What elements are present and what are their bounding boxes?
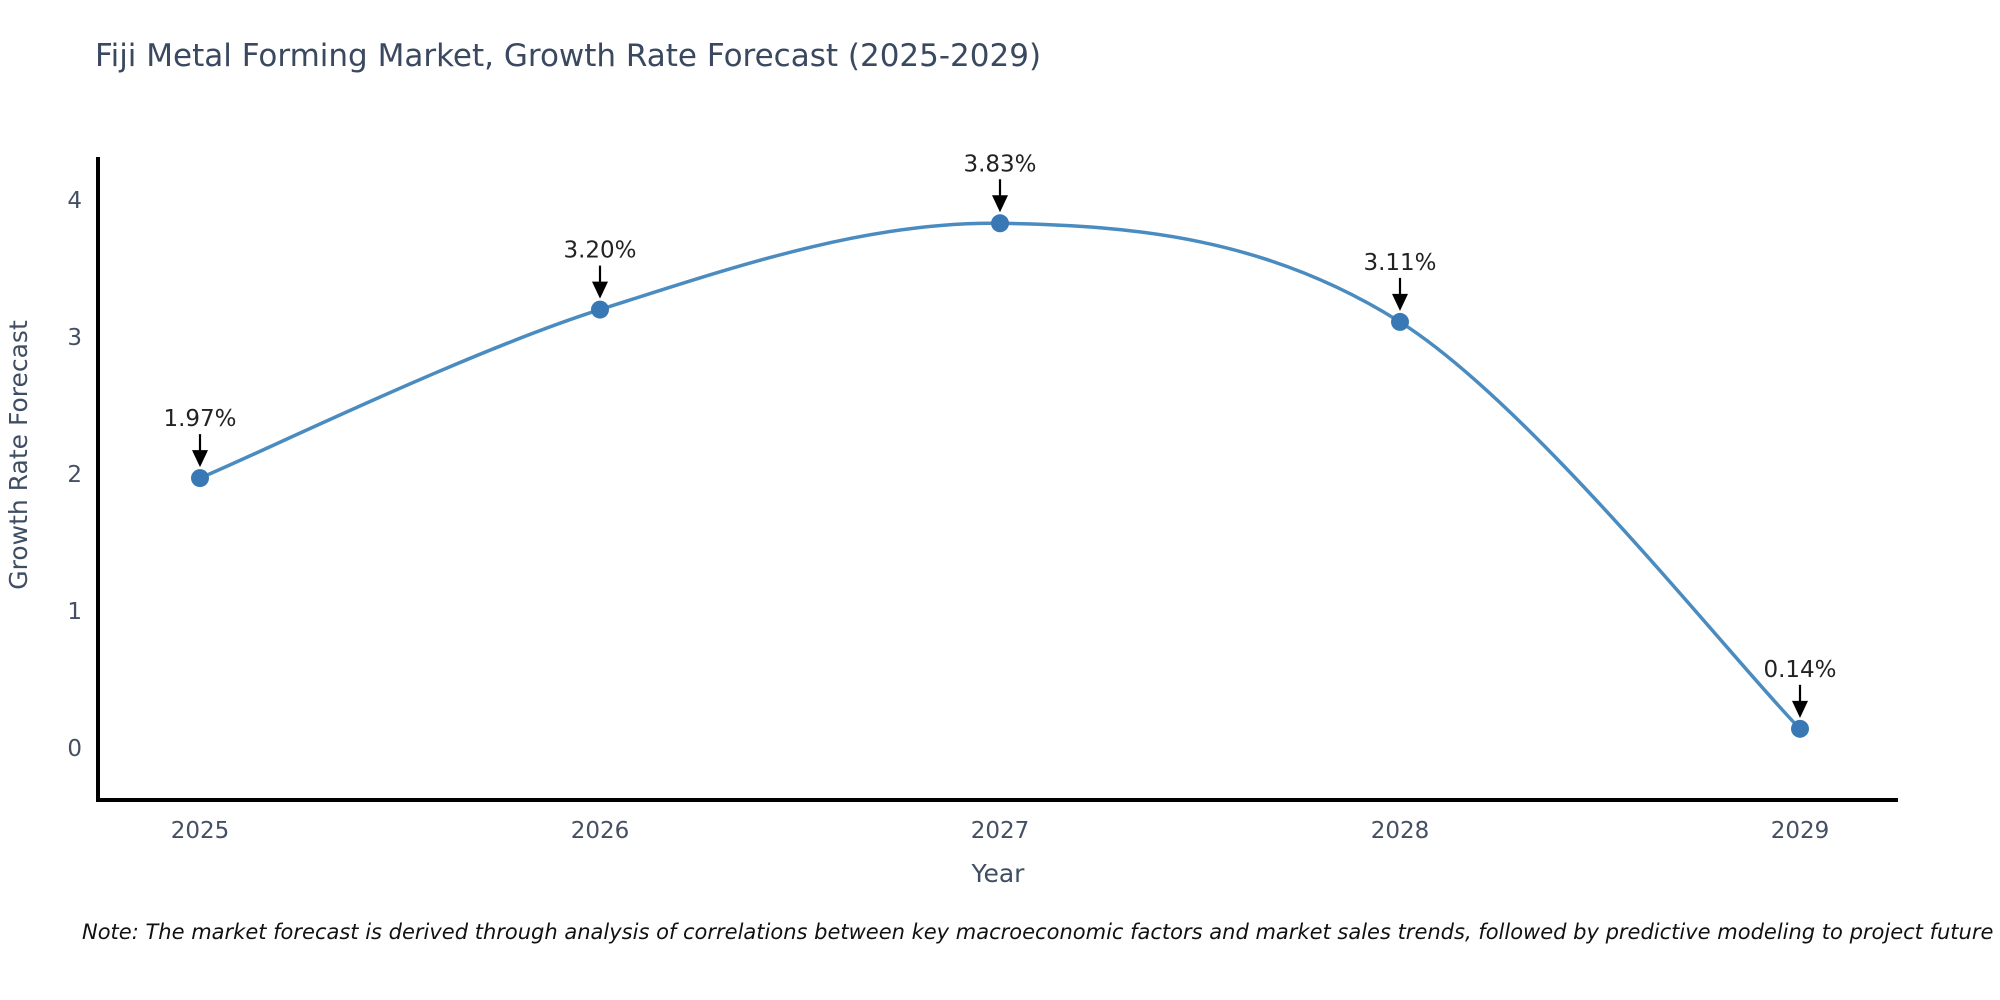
footnote: Note: The market forecast is derived thr… [82,920,2000,944]
y-tick-label: 0 [67,736,82,762]
point-value-label: 3.20% [563,238,636,264]
point-value-label: 0.14% [1763,657,1836,683]
data-point-marker [1391,312,1409,331]
point-value-label: 1.97% [163,406,236,432]
data-point-marker [591,300,609,319]
y-tick-label: 2 [67,462,82,488]
annotation-arrowhead [1792,700,1808,718]
y-tick-label: 4 [67,188,82,214]
series-line [198,221,1802,731]
y-axis-title: Growth Rate Forecast [4,320,33,590]
x-tick-label: 2025 [171,818,230,844]
y-tick-label: 1 [67,599,82,625]
chart-title: Fiji Metal Forming Market, Growth Rate F… [95,38,1041,74]
point-value-label: 3.83% [963,151,1036,177]
x-tick-label: 2027 [971,818,1030,844]
y-tick-label: 3 [67,325,82,351]
annotation-arrowhead [192,450,208,468]
x-tick-label: 2028 [1371,818,1430,844]
data-point-marker [191,469,209,488]
annotation-arrowhead [592,281,608,299]
data-point-marker [1791,719,1809,738]
x-tick-label: 2026 [571,818,630,844]
data-point-marker [991,214,1009,233]
point-annotations: 1.97% 3.20% 3.83% 3.11% 0.14% [163,151,1837,718]
x-tick-label: 2029 [1771,818,1830,844]
annotation-arrowhead [992,195,1008,213]
y-axis-tick-labels: 0 1 2 3 4 [67,188,82,762]
annotation-arrowhead [1392,293,1408,311]
x-axis-title: Year [971,859,1026,888]
data-point-markers [191,214,1809,738]
forecast-line [198,221,1802,731]
point-value-label: 3.11% [1363,250,1436,276]
x-axis-tick-labels: 2025 2026 2027 2028 2029 [171,818,1830,844]
